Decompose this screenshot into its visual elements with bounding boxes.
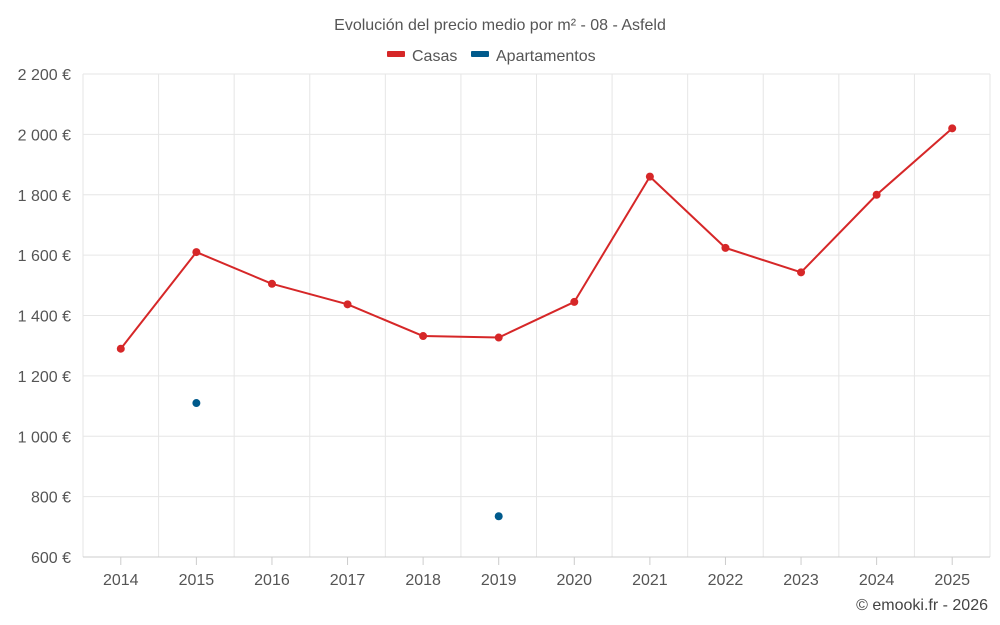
legend-swatch-apartamentos (471, 51, 489, 57)
x-tick-label: 2025 (934, 572, 970, 589)
data-point-casas[interactable] (192, 248, 201, 257)
x-tick-label: 2020 (556, 572, 592, 589)
grid (82, 73, 991, 557)
y-tick-label: 1 400 € (18, 309, 71, 326)
data-point-apartamentos[interactable] (494, 512, 503, 521)
data-point-casas[interactable] (494, 333, 503, 342)
legend-item-casas[interactable]: Casas (387, 48, 457, 65)
data-point-apartamentos[interactable] (192, 399, 201, 408)
legend: Casas Apartamentos (387, 48, 596, 65)
legend-item-apartamentos[interactable]: Apartamentos (471, 48, 596, 65)
data-point-casas[interactable] (116, 344, 125, 353)
x-tick-label: 2015 (179, 572, 215, 589)
data-point-casas[interactable] (570, 297, 579, 306)
axes: 600 € 800 € 1 000 € 1 200 € 1 400 € 1 600 € 1 … (18, 67, 990, 589)
data-point-casas[interactable] (267, 279, 276, 288)
series-line-casas (120, 127, 953, 350)
data-point-casas[interactable] (872, 190, 881, 199)
credit-text: © emooki.fr - 2026 (856, 597, 988, 614)
legend-label-apartamentos: Apartamentos (496, 48, 596, 65)
y-tick-label: 2 200 € (18, 67, 71, 84)
x-tick-label: 2014 (103, 572, 139, 589)
x-tick-label: 2019 (481, 572, 517, 589)
x-tick-label: 2018 (405, 572, 441, 589)
x-tick-label: 2016 (254, 572, 290, 589)
data-point-casas[interactable] (797, 268, 806, 277)
legend-label-casas: Casas (412, 48, 457, 65)
x-tick-label: 2023 (783, 572, 819, 589)
x-tick-label: 2024 (859, 572, 895, 589)
y-tick-label: 1 200 € (18, 369, 71, 386)
x-tick-label: 2017 (330, 572, 366, 589)
series (116, 124, 957, 521)
chart-title: Evolución del precio medio por m² - 08 -… (334, 17, 666, 34)
y-tick-label: 800 € (31, 490, 71, 507)
x-tick-label: 2021 (632, 572, 668, 589)
x-tick-label: 2022 (708, 572, 744, 589)
data-point-casas[interactable] (419, 332, 428, 341)
y-tick-label: 600 € (31, 550, 71, 567)
data-point-casas[interactable] (948, 124, 957, 133)
data-point-casas[interactable] (645, 172, 654, 181)
y-tick-label: 1 600 € (18, 248, 71, 265)
data-point-casas[interactable] (721, 243, 730, 252)
legend-swatch-casas (387, 51, 405, 57)
y-tick-label: 1 800 € (18, 188, 71, 205)
data-point-casas[interactable] (343, 300, 352, 309)
y-tick-label: 1 000 € (18, 429, 71, 446)
y-tick-label: 2 000 € (18, 127, 71, 144)
